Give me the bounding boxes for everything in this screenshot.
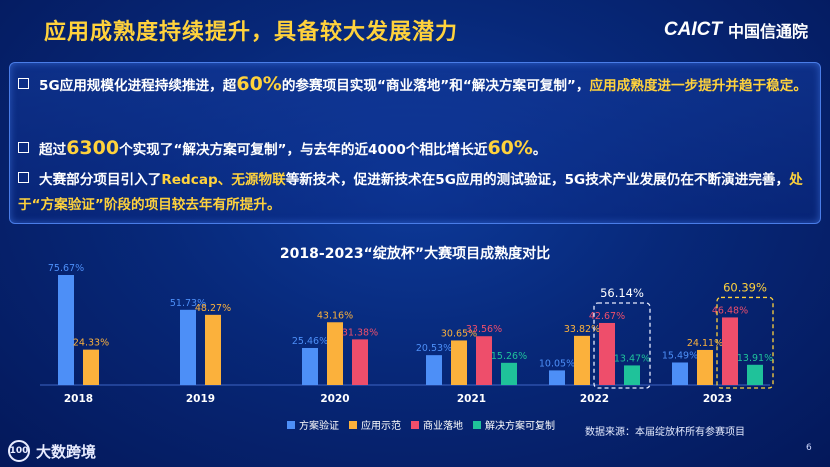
x-tick-label-2023: 2023 xyxy=(703,393,732,405)
bullet-1: 5G应用规模化进程持续推进，超60%的参赛项目实现“商业落地”和“解决方案可复制… xyxy=(18,72,808,99)
bullet-2: 超过6300个实现了“解决方案可复制”，与去年的近4000个相比增长近60%。 xyxy=(18,136,547,163)
bar-2018-2 xyxy=(83,349,99,385)
data-label-2021-2: 30.65% xyxy=(441,328,477,339)
bullet-2-text-b: 个实现了“解决方案可复制”，与去年的近4000个相比增长近 xyxy=(119,142,488,158)
legend-swatch xyxy=(411,420,419,429)
chart-title: 2018-2023“绽放杯”大赛项目成熟度对比 xyxy=(279,246,551,262)
highlight-total-2023: 60.39% xyxy=(723,280,767,294)
x-tick-label-2020: 2020 xyxy=(320,393,349,405)
brand-circle-icon: 100 xyxy=(8,440,30,462)
page-number: 6 xyxy=(806,443,812,453)
x-tick-label-2022: 2022 xyxy=(580,393,609,405)
highlight-box-2023 xyxy=(716,296,774,389)
x-tick-label-2019: 2019 xyxy=(186,393,215,405)
highlight-total-2022: 56.14% xyxy=(600,286,644,300)
bar-2021-1 xyxy=(426,355,442,385)
legend-item-1: 方案验证 xyxy=(287,417,339,432)
bar-2022-2 xyxy=(574,335,590,385)
bullet-1-text-b: 的参赛项目实现“商业落地”和“解决方案可复制”， xyxy=(281,78,590,94)
legend-item-3: 商业落地 xyxy=(411,417,463,432)
data-label-2022-1: 10.05% xyxy=(539,358,575,369)
data-label-2021-4: 15.26% xyxy=(491,351,527,362)
data-label-2020-3: 31.38% xyxy=(342,327,378,338)
bar-2019-2 xyxy=(205,314,221,385)
data-label-2022-3: 42.67% xyxy=(589,311,625,322)
bar-2020-2 xyxy=(327,322,343,385)
bar-2019-1 xyxy=(180,309,196,385)
bar-2020-3 xyxy=(352,339,368,385)
bar-2021-2 xyxy=(451,340,467,385)
x-tick-label-2018: 2018 xyxy=(64,393,93,405)
bar-2022-3 xyxy=(599,322,615,385)
bullet-2-text-a: 超过 xyxy=(39,142,67,158)
legend-swatch xyxy=(287,420,295,429)
bar-2023-1 xyxy=(672,362,688,385)
chart-legend: 方案验证 应用示范 商业落地 解决方案可复制 xyxy=(287,417,555,432)
bullet-2-text-c: 。 xyxy=(532,142,547,158)
data-label-2021-1: 20.53% xyxy=(416,343,452,354)
data-label-2021-3: 33.56% xyxy=(466,324,502,335)
bullet-3: 大赛部分项目引入了Redcap、无源物联等新技术，促进新技术在5G应用的测试验证… xyxy=(18,168,813,218)
bullet-2-highlight-percent: 60% xyxy=(487,137,533,159)
bullet-3-highlight-text: 处于“方案验证”阶段的项目较去年有所提升。 xyxy=(18,172,803,213)
data-label-2018-1: 75.67% xyxy=(48,263,84,274)
caict-logo: CAICT 中国信通院 xyxy=(664,18,808,42)
bullet-box-icon xyxy=(18,172,29,183)
data-label-2023-1: 15.49% xyxy=(662,350,698,361)
logo-text: 中国信通院 xyxy=(727,22,808,41)
bullet-3-text-b: 等新技术，促进新技术在5G应用的测试验证，5G技术产业发展仍在不断演进完善， xyxy=(285,172,790,188)
legend-label: 应用示范 xyxy=(361,421,401,432)
brand-text: 大数跨境 xyxy=(36,442,97,461)
legend-label: 解决方案可复制 xyxy=(485,421,555,432)
highlight-box-2022 xyxy=(593,302,651,389)
data-label-2023-4: 13.91% xyxy=(737,353,773,364)
bullet-3-text-a: 大赛部分项目引入了 xyxy=(39,172,162,188)
data-label-2018-2: 24.33% xyxy=(73,338,109,349)
data-label-2020-2: 43.16% xyxy=(317,310,353,321)
bar-2020-1 xyxy=(302,347,318,385)
bar-2023-4 xyxy=(747,364,763,385)
bullet-3-highlight-tech: Redcap、无源物联 xyxy=(161,172,286,188)
data-label-2019-1: 51.73% xyxy=(170,298,206,309)
bullet-1-highlight-text: 应用成熟度进一步提升并趋于稳定。 xyxy=(589,78,807,94)
bullet-box-icon xyxy=(18,142,29,153)
data-label-2019-2: 48.27% xyxy=(195,303,231,314)
data-label-2022-4: 13.47% xyxy=(614,353,650,364)
bar-2023-3 xyxy=(722,317,738,385)
legend-item-4: 解决方案可复制 xyxy=(473,417,555,432)
bar-2023-2 xyxy=(697,349,713,385)
legend-item-2: 应用示范 xyxy=(349,417,401,432)
brand-logo: 100 大数跨境 xyxy=(8,440,96,462)
legend-swatch xyxy=(349,420,357,429)
bar-2022-4 xyxy=(624,365,640,385)
bullet-2-highlight-number: 6300 xyxy=(66,137,120,159)
bullet-box-icon xyxy=(18,78,29,89)
bar-2018-1 xyxy=(58,275,74,385)
data-label-2022-2: 33.82% xyxy=(564,324,600,335)
data-label-2023-3: 46.48% xyxy=(712,305,748,316)
data-label-2020-1: 25.46% xyxy=(292,336,328,347)
legend-swatch xyxy=(473,420,481,429)
data-label-2023-2: 24.11% xyxy=(687,338,723,349)
logo-mark: CAICT xyxy=(663,19,722,40)
x-tick-label-2021: 2021 xyxy=(457,393,486,405)
legend-label: 商业落地 xyxy=(423,421,463,432)
data-source: 数据来源：本届绽放杯所有参赛项目 xyxy=(585,427,745,438)
legend-label: 方案验证 xyxy=(299,421,339,432)
bar-2021-4 xyxy=(501,362,517,385)
page-title: 应用成熟度持续提升，具备较大发展潜力 xyxy=(44,20,459,45)
bar-2021-3 xyxy=(476,336,492,385)
bullet-1-text-a: 5G应用规模化进程持续推进，超 xyxy=(39,78,237,94)
summary-panel: 5G应用规模化进程持续推进，超60%的参赛项目实现“商业落地”和“解决方案可复制… xyxy=(9,62,821,224)
bar-2022-1 xyxy=(549,370,565,385)
bullet-1-highlight-percent: 60% xyxy=(236,73,282,95)
